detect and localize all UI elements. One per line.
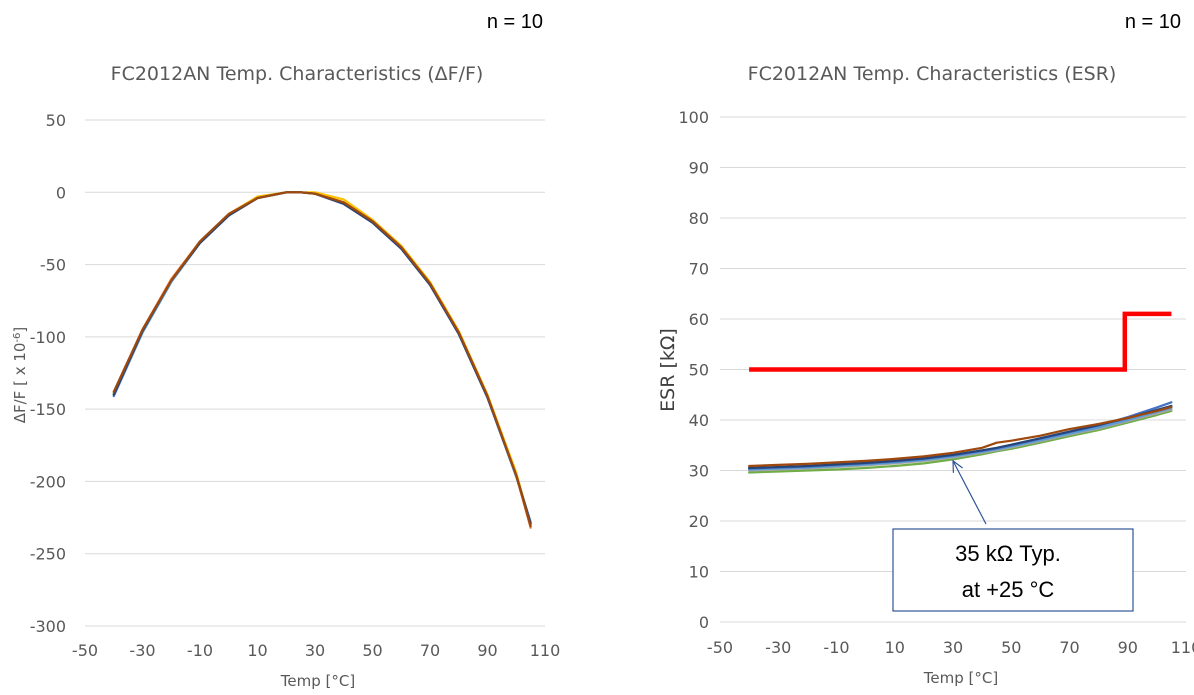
dff-n-label: n = 10	[487, 11, 543, 33]
dff-y-tick-label: -300	[30, 617, 66, 636]
annotation-line-2: at +25 °C	[962, 577, 1055, 602]
dff-x-tick-label: -50	[72, 641, 98, 660]
esr-y-tick-label: 70	[689, 260, 709, 279]
dff-series-line	[112, 191, 532, 525]
dff-y-tick-label: -50	[40, 256, 66, 275]
esr-y-tick-label: 0	[699, 613, 709, 632]
esr-annotation: 35 kΩ Typ. at +25 °C	[892, 459, 1134, 612]
esr-x-tick-label: 50	[1001, 638, 1021, 657]
esr-spec-limit-line	[749, 311, 1172, 372]
dff-y-axis-label-main: ΔF/F [ x 10	[11, 343, 29, 424]
dff-y-ticks: 50 0 -50 -100 -150 -200 -250 -300	[30, 111, 66, 636]
esr-y-tick-label: 80	[689, 209, 709, 228]
dff-series-line	[112, 191, 532, 528]
dff-series-line	[112, 191, 532, 525]
esr-x-axis-label: Temp [°C]	[923, 669, 998, 687]
dff-x-ticks: -50 -30 -10 10 30 50 70 90 110	[72, 641, 560, 660]
dff-chart: n = 10 FC2012AN Temp. Characteristics (Δ…	[11, 11, 560, 690]
dff-series-line	[112, 191, 532, 529]
esr-chart-title: FC2012AN Temp. Characteristics (ESR)	[748, 63, 1117, 85]
esr-x-tick-label: 30	[943, 638, 963, 657]
dff-x-tick-label: 30	[305, 641, 325, 660]
esr-y-tick-label: 30	[689, 462, 709, 481]
annotation-box	[892, 528, 1134, 612]
dff-grid	[85, 119, 545, 627]
dff-y-tick-label: 50	[46, 111, 66, 130]
dff-y-tick-label: -200	[30, 472, 66, 491]
esr-y-axis-label: ESR [kΩ]	[657, 328, 679, 412]
esr-spec-group	[749, 311, 1172, 372]
dff-y-tick-label: -250	[30, 545, 66, 564]
esr-y-tick-label: 100	[678, 108, 709, 127]
esr-x-ticks: -50 -30 -10 10 30 50 70 90 110	[707, 638, 1194, 657]
dff-series-line	[112, 191, 532, 525]
esr-series-line	[747, 406, 1173, 471]
dff-x-tick-label: 90	[477, 641, 497, 660]
dff-y-axis-label-end: ]	[11, 327, 29, 333]
dff-chart-title: FC2012AN Temp. Characteristics (ΔF/F)	[111, 63, 484, 85]
esr-chart: n = 10 FC2012AN Temp. Characteristics (E…	[657, 11, 1194, 687]
dff-y-tick-label: 0	[56, 183, 66, 202]
esr-x-tick-label: -30	[765, 638, 791, 657]
dff-y-axis-label: ΔF/F [ x 10-6]	[11, 327, 29, 424]
dff-series-line	[112, 191, 532, 526]
esr-y-tick-label: 60	[689, 310, 709, 329]
dff-series-line	[112, 191, 532, 526]
dff-y-tick-label: -150	[30, 400, 66, 419]
dff-y-axis-label-sup: -6	[12, 333, 23, 343]
annotation-arrow-line	[952, 460, 987, 525]
dff-x-tick-label: -10	[187, 641, 213, 660]
esr-x-tick-label: -10	[823, 638, 849, 657]
esr-y-tick-label: 90	[689, 159, 709, 178]
esr-series-group	[747, 401, 1173, 474]
dff-y-tick-label: -100	[30, 328, 66, 347]
esr-x-tick-label: 10	[885, 638, 905, 657]
dff-x-tick-label: 10	[247, 641, 267, 660]
esr-y-tick-label: 50	[689, 361, 709, 380]
esr-x-tick-label: 110	[1171, 638, 1194, 657]
annotation-arrowhead	[952, 459, 963, 473]
esr-y-tick-label: 20	[689, 512, 709, 531]
dff-x-tick-label: 50	[362, 641, 382, 660]
dff-x-tick-label: -30	[129, 641, 155, 660]
dff-x-tick-label: 110	[530, 641, 561, 660]
annotation-line-1: 35 kΩ Typ.	[955, 541, 1061, 566]
dff-series-group	[112, 191, 532, 529]
esr-x-tick-label: -50	[707, 638, 733, 657]
esr-y-tick-label: 40	[689, 411, 709, 430]
esr-series-line	[747, 409, 1173, 474]
esr-series-line	[747, 405, 1173, 468]
esr-x-tick-label: 90	[1118, 638, 1138, 657]
esr-n-label: n = 10	[1125, 11, 1181, 33]
esr-y-tick-label: 10	[689, 563, 709, 582]
esr-x-tick-label: 70	[1059, 638, 1079, 657]
dff-x-axis-label: Temp [°C]	[280, 672, 355, 690]
esr-series-line	[747, 408, 1173, 472]
dff-x-tick-label: 70	[420, 641, 440, 660]
